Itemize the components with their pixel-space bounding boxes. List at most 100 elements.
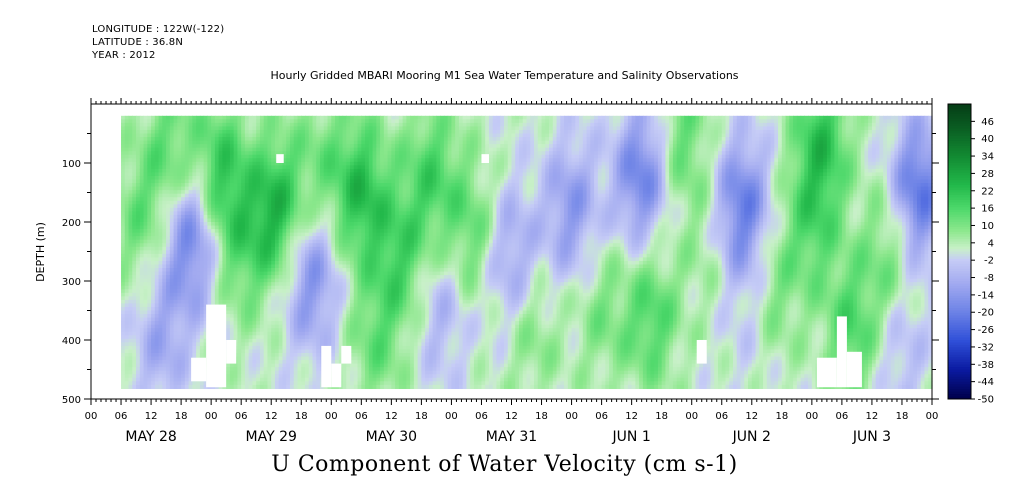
heatmap-cell xyxy=(331,331,336,336)
heatmap-cell xyxy=(278,328,284,333)
heatmap-cell xyxy=(177,250,182,255)
heatmap-cell xyxy=(282,165,287,170)
heatmap-cell xyxy=(196,154,201,159)
heatmap-cell xyxy=(278,342,284,347)
heatmap-cell xyxy=(305,321,310,326)
heatmap-cell xyxy=(181,296,186,301)
heatmap-cell xyxy=(353,367,359,372)
heatmap-cell xyxy=(192,211,197,216)
heatmap-cell xyxy=(278,381,284,386)
heatmap-cell xyxy=(162,374,167,379)
heatmap-cell xyxy=(147,338,152,343)
heatmap-cell xyxy=(259,175,265,181)
heatmap-cell xyxy=(271,122,276,128)
heatmap-cell xyxy=(331,165,336,170)
heatmap-cell xyxy=(293,282,299,287)
heatmap-cell xyxy=(214,183,220,188)
heatmap-cell xyxy=(274,222,280,227)
heatmap-cell xyxy=(203,257,208,262)
heatmap-cell xyxy=(282,204,287,209)
heatmap-cell xyxy=(229,278,235,283)
heatmap-cell xyxy=(327,275,332,280)
heatmap-cell xyxy=(226,306,231,312)
heatmap-cell xyxy=(357,172,362,177)
heatmap-cell xyxy=(342,306,347,312)
heatmap-cell xyxy=(263,381,269,386)
heatmap-cell xyxy=(316,190,321,195)
heatmap-cell xyxy=(169,232,175,237)
heatmap-cell xyxy=(305,197,310,202)
heatmap-cell xyxy=(308,172,314,177)
heatmap-cell xyxy=(316,296,321,301)
heatmap-cell xyxy=(151,317,156,322)
heatmap-cell xyxy=(241,310,246,315)
heatmap-cell xyxy=(218,282,223,287)
heatmap-cell xyxy=(121,193,126,198)
heatmap-cell xyxy=(361,317,366,322)
heatmap-cell xyxy=(267,186,272,191)
heatmap-cell xyxy=(143,119,148,124)
heatmap-cell xyxy=(305,133,310,138)
heatmap-cell xyxy=(226,328,231,333)
heatmap-cell xyxy=(350,218,355,223)
heatmap-cell xyxy=(316,349,321,354)
heatmap-cell xyxy=(263,229,269,234)
heatmap-cell xyxy=(132,140,137,145)
heatmap-cell xyxy=(207,133,212,138)
heatmap-cell xyxy=(278,236,284,241)
heatmap-cell xyxy=(158,250,163,255)
heatmap-cell xyxy=(338,151,344,156)
heatmap-cell xyxy=(320,246,325,251)
heatmap-cell xyxy=(274,250,280,255)
heatmap-cell xyxy=(312,349,317,354)
heatmap-cell xyxy=(173,193,178,198)
heatmap-cell xyxy=(252,211,257,216)
heatmap-cell xyxy=(166,229,171,234)
heatmap-cell xyxy=(278,306,284,312)
heatmap-cell xyxy=(327,246,332,251)
heatmap-cell xyxy=(327,179,332,184)
heatmap-cell xyxy=(218,214,223,220)
heatmap-cell xyxy=(151,374,156,379)
heatmap-cell xyxy=(252,119,257,124)
heatmap-cell xyxy=(158,165,163,170)
heatmap-cell xyxy=(357,303,362,308)
heatmap-cell xyxy=(271,253,276,258)
heatmap-cell xyxy=(301,264,306,269)
heatmap-cell xyxy=(237,243,242,248)
heatmap-cell xyxy=(177,186,182,191)
heatmap-cell xyxy=(353,183,359,188)
heatmap-cell xyxy=(323,222,329,227)
heatmap-cell xyxy=(229,317,235,322)
heatmap-cell xyxy=(271,144,276,149)
heatmap-cell xyxy=(177,328,182,333)
heatmap-cell xyxy=(256,349,261,354)
heatmap-cell xyxy=(218,299,223,305)
heatmap-cell xyxy=(312,168,317,174)
heatmap-cell xyxy=(244,271,250,276)
heatmap-cell xyxy=(357,126,362,131)
heatmap-cell xyxy=(271,193,276,198)
heatmap-cell xyxy=(331,264,336,269)
heatmap-cell xyxy=(181,338,186,343)
heatmap-cell xyxy=(271,377,276,382)
heatmap-cell xyxy=(132,282,137,287)
heatmap-cell xyxy=(263,321,269,326)
heatmap-cell xyxy=(305,204,310,209)
heatmap-cell xyxy=(121,352,126,358)
heatmap-cell xyxy=(335,144,340,149)
heatmap-cell xyxy=(237,278,242,283)
heatmap-cell xyxy=(346,250,351,255)
heatmap-cell xyxy=(237,338,242,343)
heatmap-cell xyxy=(132,342,137,347)
heatmap-cell xyxy=(158,260,163,266)
heatmap-cell xyxy=(229,229,235,234)
heatmap-cell xyxy=(338,331,344,336)
heatmap-cell xyxy=(173,352,178,358)
heatmap-cell xyxy=(199,165,205,170)
heatmap-cell xyxy=(143,299,148,305)
heatmap-cell xyxy=(289,222,295,227)
heatmap-cell xyxy=(177,236,182,241)
heatmap-cell xyxy=(350,129,355,135)
heatmap-cell xyxy=(229,271,235,276)
